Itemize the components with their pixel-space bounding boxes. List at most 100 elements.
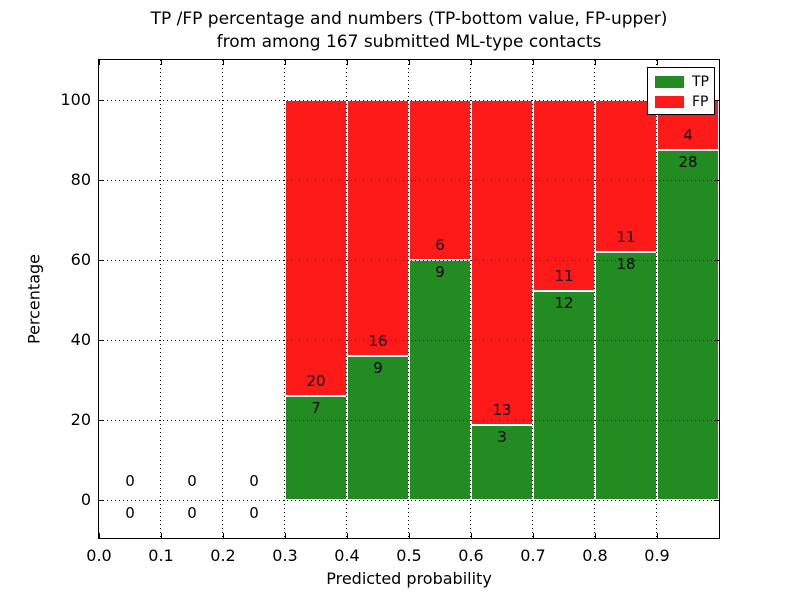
horizontal-gridline [99,420,719,421]
horizontal-gridline [99,180,719,181]
y-tick-mark [714,500,719,501]
plot-area: TP FP 0 0 0 0 0 0 20 7 16 9 6 9 13 3 11 12 11 18 4 28 [98,59,720,539]
tp-count-label: 0 [249,504,259,522]
x-tick-mark [285,60,286,65]
bar-segment-tp [347,356,409,500]
tp-count-label: 0 [125,504,135,522]
y-tick-mark [714,100,719,101]
bar-segment-tp [657,150,719,500]
tp-count-label: 0 [187,504,197,522]
y-tick-mark [99,100,104,101]
x-tick-mark [595,60,596,65]
tp-swatch-icon [655,76,684,88]
horizontal-gridline [99,100,719,101]
y-tick-label: 60 [70,250,91,269]
x-tick-mark [285,533,286,538]
x-tick-label: 0.6 [458,546,484,565]
bar-segment-tp [533,291,595,500]
fp-count-label: 6 [435,236,445,254]
x-tick-mark [471,60,472,65]
fp-count-label: 0 [187,472,197,490]
legend-item-tp: TP [655,74,714,90]
x-tick-mark [99,60,100,65]
vertical-gridline [160,60,161,538]
vertical-gridline [656,60,657,538]
x-tick-mark [409,60,410,65]
x-tick-mark [595,533,596,538]
x-tick-label: 0.8 [582,546,608,565]
x-tick-mark [161,60,162,65]
x-tick-mark [347,533,348,538]
horizontal-gridline [99,340,719,341]
vertical-gridline [470,60,471,538]
tp-count-label: 12 [554,294,574,313]
y-tick-mark [99,500,104,501]
fp-count-label: 0 [125,472,135,490]
x-tick-label: 0.1 [148,546,174,565]
bar-segment-fp [533,100,595,292]
chart-title: TP /FP percentage and numbers (TP-bottom… [99,8,719,54]
fp-count-label: 13 [492,401,512,419]
y-tick-mark [714,340,719,341]
legend: TP FP [647,67,715,115]
vertical-gridline [594,60,595,538]
bar-segment-tp [409,260,471,500]
x-tick-label: 0.3 [272,546,298,565]
x-tick-label: 0.0 [86,546,112,565]
y-tick-mark [714,180,719,181]
x-axis-label: Predicted probability [326,569,492,588]
vertical-gridline [408,60,409,538]
tp-count-label: 3 [497,428,507,446]
y-tick-mark [714,260,719,261]
bar-segment-fp [471,100,533,425]
x-tick-mark [223,533,224,538]
tp-count-label: 7 [311,399,321,418]
y-tick-mark [99,260,104,261]
x-tick-mark [223,60,224,65]
x-tick-label: 0.5 [396,546,422,565]
tp-legend-label: TP [692,74,709,90]
x-tick-mark [657,60,658,65]
x-tick-label: 0.4 [334,546,360,565]
x-tick-mark [409,533,410,538]
x-tick-label: 0.9 [644,546,670,565]
x-tick-mark [533,60,534,65]
y-tick-mark [99,420,104,421]
bar-segment-fp [285,100,347,397]
x-tick-mark [161,533,162,538]
y-tick-mark [99,180,104,181]
horizontal-gridline [99,500,719,501]
x-tick-mark [347,60,348,65]
x-tick-mark [471,533,472,538]
chart-title-line1: TP /FP percentage and numbers (TP-bottom… [150,9,668,29]
fp-swatch-icon [655,96,684,108]
fp-count-label: 11 [616,227,636,246]
x-tick-mark [99,533,100,538]
fp-count-label: 4 [683,126,693,144]
fp-count-label: 16 [368,332,388,350]
x-tick-mark [533,533,534,538]
vertical-gridline [284,60,285,538]
fp-count-label: 20 [306,372,326,391]
tp-count-label: 9 [435,263,445,281]
vertical-gridline [222,60,223,538]
vertical-gridline [532,60,533,538]
bar-segment-tp [285,396,347,500]
tp-count-label: 9 [373,359,383,377]
legend-item-fp: FP [655,94,714,110]
fp-legend-label: FP [692,94,709,110]
bar-segment-tp [595,251,657,500]
y-tick-label: 100 [60,90,91,109]
tp-count-label: 28 [678,153,698,171]
y-tick-label: 20 [70,410,91,429]
x-tick-label: 0.7 [520,546,546,565]
bar-segment-fp [347,100,409,356]
bar-segment-fp [595,100,657,252]
fp-count-label: 0 [249,472,259,490]
y-tick-label: 40 [70,330,91,349]
x-tick-label: 0.2 [210,546,236,565]
horizontal-gridline [99,260,719,261]
x-tick-mark [657,533,658,538]
vertical-gridline [346,60,347,538]
